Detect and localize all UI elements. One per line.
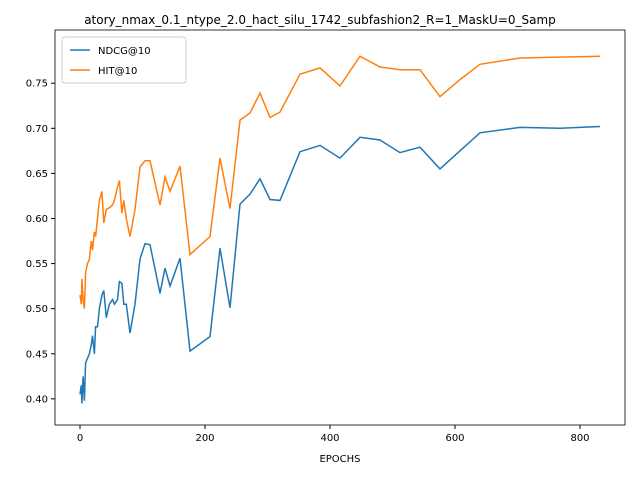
line-series bbox=[79, 55, 601, 309]
x-tick-label: 600 bbox=[445, 433, 464, 444]
legend-label: HIT@10 bbox=[98, 66, 137, 77]
y-tick-label: 0.50 bbox=[26, 304, 48, 315]
y-tick-label: 0.60 bbox=[26, 214, 48, 225]
x-tick-label: 800 bbox=[570, 433, 589, 444]
y-tick-label: 0.40 bbox=[26, 394, 48, 405]
y-tick-label: 0.70 bbox=[26, 124, 48, 135]
chart-title: atory_nmax_0.1_ntype_2.0_hact_silu_1742_… bbox=[84, 13, 556, 27]
y-tick-label: 0.65 bbox=[26, 169, 48, 180]
y-tick-label: 0.75 bbox=[26, 79, 48, 90]
legend-box bbox=[61, 36, 187, 84]
x-axis-label: EPOCHS bbox=[319, 454, 360, 465]
y-tick-label: 0.45 bbox=[26, 349, 48, 360]
line-series bbox=[79, 125, 601, 404]
x-tick-label: 400 bbox=[320, 433, 339, 444]
x-tick-label: 200 bbox=[195, 433, 214, 444]
y-tick-label: 0.55 bbox=[26, 259, 48, 270]
legend-label: NDCG@10 bbox=[98, 46, 151, 57]
x-tick-label: 0 bbox=[77, 433, 83, 444]
plot-frame bbox=[54, 29, 626, 426]
